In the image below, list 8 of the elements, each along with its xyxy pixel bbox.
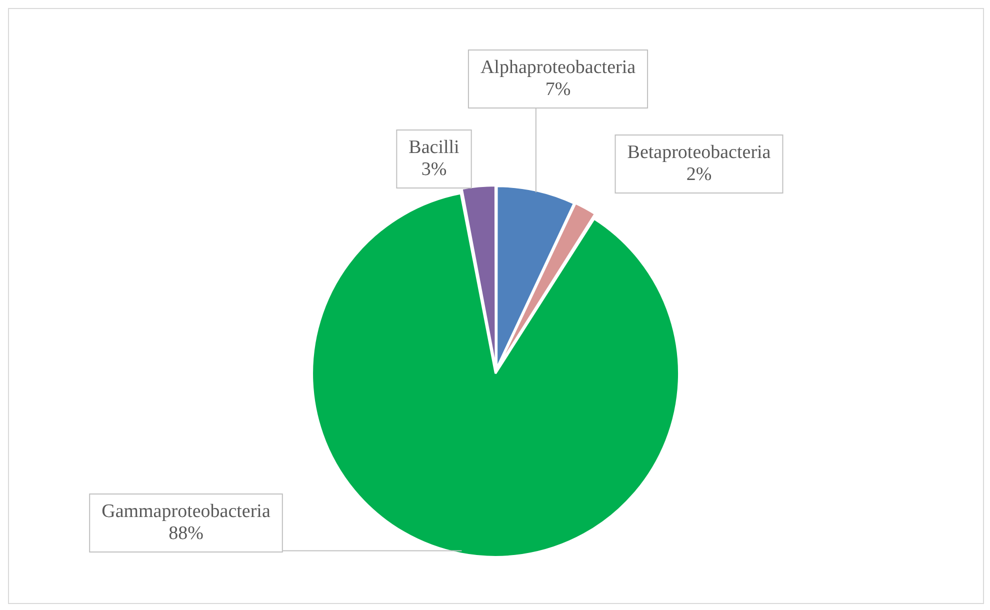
slice-label: Gammaproteobacteria — [102, 500, 271, 522]
data-label: 88% — [168, 522, 204, 544]
data-label: 2% — [686, 164, 712, 185]
data-label: 7% — [545, 78, 571, 100]
data-label: 3% — [421, 158, 447, 180]
slice-label: Betaproteobacteria — [627, 142, 772, 163]
slice-label: Alphaproteobacteria — [480, 56, 636, 78]
slice-label: Bacilli — [408, 136, 460, 158]
